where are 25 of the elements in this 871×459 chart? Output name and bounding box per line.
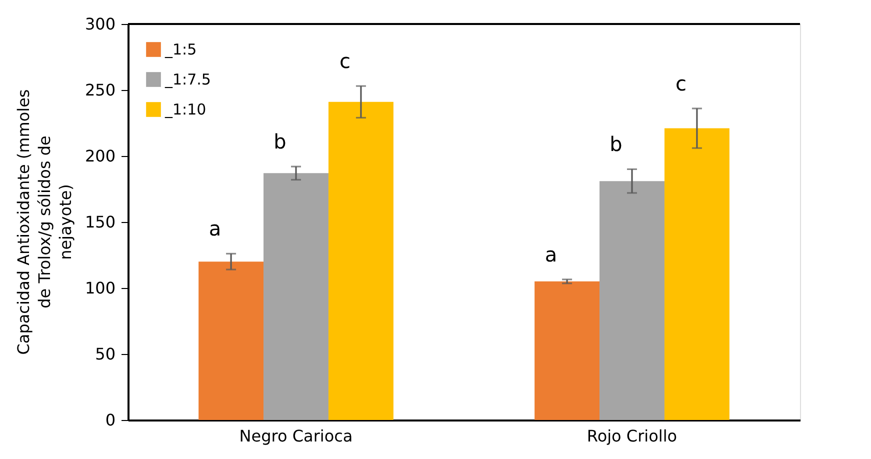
x-tick-label: Rojo Criollo <box>586 426 678 446</box>
y-tick-label: 100 <box>84 278 116 298</box>
bar <box>534 281 600 420</box>
bar <box>664 128 730 420</box>
annotation: a <box>544 242 558 266</box>
annotation: a <box>208 216 222 241</box>
legend-label: _1:7.5 <box>164 70 211 88</box>
y-tick-label: 200 <box>84 146 116 166</box>
y-tick-label: 0 <box>105 410 116 430</box>
bar <box>198 262 264 420</box>
y-axis-title: Capacidad Antioxidante (mmoles de Trolox/g sólidos de nejayote) <box>14 89 75 355</box>
bar <box>328 102 394 420</box>
x-tick-label: Negro Carioca <box>239 426 353 446</box>
legend-label: _1:5 <box>164 40 197 58</box>
y-tick-label: 250 <box>84 80 116 100</box>
y-tick-label: 50 <box>95 344 116 364</box>
bar <box>264 173 328 420</box>
annotation: b <box>274 130 286 154</box>
legend-label: _1:10 <box>164 100 206 118</box>
y-tick-label: 300 <box>84 14 116 34</box>
bar <box>600 181 664 420</box>
annotation: c <box>339 49 350 74</box>
y-tick-label: 150 <box>84 212 116 232</box>
annotation: c <box>675 71 686 96</box>
annotation: b <box>610 132 622 156</box>
